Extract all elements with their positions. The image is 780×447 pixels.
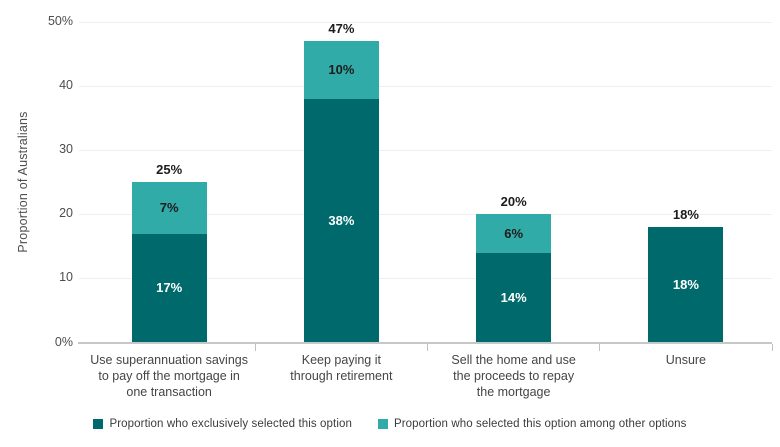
legend: Proportion who exclusively selected this…	[0, 418, 780, 430]
legend-swatch-among-others-icon	[377, 419, 388, 429]
gridline-30	[79, 150, 772, 152]
x-axis-tick	[427, 344, 428, 351]
bar-total-label: 20%	[500, 194, 527, 210]
bar-segment-exclusive	[476, 252, 552, 343]
gridline-50	[79, 22, 772, 23]
x-category-label: Sell the home and use the proceeds to rep…	[451, 353, 576, 399]
x-axis-line	[78, 342, 772, 344]
x-category-label: Unsure	[665, 353, 707, 367]
y-tick-label-30: 30	[59, 142, 73, 157]
y-tick-label-0: 0%	[54, 334, 73, 349]
bar-total-label: 25%	[156, 162, 183, 178]
bar-value-exclusive: 14%	[500, 289, 527, 305]
y-tick-label-20: 20	[59, 206, 73, 221]
legend-item-exclusive: Proportion who exclusively selected this…	[93, 418, 352, 430]
bar-value-exclusive: 18%	[672, 276, 699, 292]
bar-segment-among-others	[476, 214, 552, 253]
legend-item-among-others: Proportion who selected this option amon…	[377, 418, 687, 430]
x-axis-tick	[254, 344, 256, 351]
legend-label-among-others: Proportion who selected this option amon…	[393, 418, 687, 430]
bar-segment-among-others	[303, 41, 379, 99]
bar-segment-exclusive	[648, 227, 724, 343]
bar-value-among-others: 7%	[159, 199, 179, 215]
y-axis-title: Proportion of Australians	[16, 111, 30, 253]
bar-value-among-others: 6%	[504, 225, 524, 241]
bar-total-label: 18%	[672, 207, 699, 223]
gridline-20	[79, 214, 772, 216]
bar-segment-exclusive	[131, 233, 207, 343]
legend-label-exclusive: Proportion who exclusively selected this…	[109, 418, 352, 430]
bar-total-label: 47%	[328, 21, 355, 37]
gridline-10	[79, 278, 772, 280]
x-category-label: Use superannuation savings to pay off the…	[90, 353, 248, 399]
legend-swatch-exclusive-icon	[93, 419, 104, 429]
y-tick-label-50: 50%	[47, 14, 73, 28]
x-axis-tick	[771, 344, 773, 351]
y-tick-label-40: 40	[59, 78, 73, 93]
bar-value-exclusive: 38%	[328, 212, 355, 228]
x-category-label: Keep paying it through retirement	[290, 353, 393, 383]
y-tick-label-10: 10	[59, 270, 73, 285]
bar-segment-exclusive	[303, 98, 379, 343]
bar-value-among-others: 10%	[328, 62, 355, 78]
x-axis-tick	[599, 344, 601, 351]
bar-segment-among-others	[131, 182, 207, 234]
gridline-40	[79, 86, 772, 88]
bar-value-exclusive: 17%	[156, 280, 183, 295]
